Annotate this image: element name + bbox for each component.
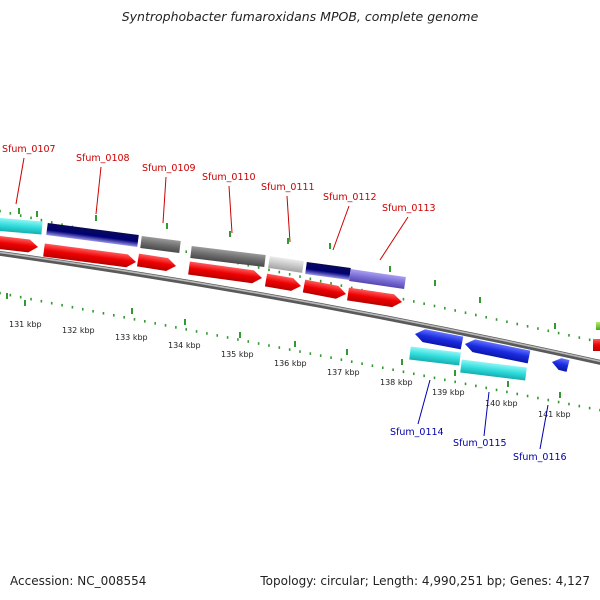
leader-line xyxy=(15,157,25,205)
major-tick xyxy=(389,266,391,272)
cds-arrow[interactable] xyxy=(43,243,137,269)
major-tick xyxy=(95,215,97,221)
gene-label-sfum-0116[interactable]: Sfum_0116 xyxy=(513,452,567,463)
cyan-feature-block[interactable] xyxy=(0,217,43,235)
gene-label-sfum-0112[interactable]: Sfum_0112 xyxy=(323,192,377,203)
scale-label: 141 kbp xyxy=(538,410,571,419)
major-tick xyxy=(18,208,20,214)
cds-arrow[interactable] xyxy=(347,287,403,309)
gene-label-sfum-0110[interactable]: Sfum_0110 xyxy=(202,172,256,183)
gene-label-sfum-0111[interactable]: Sfum_0111 xyxy=(261,182,315,193)
reverse-tick-track xyxy=(0,291,600,412)
map-title: Syntrophobacter fumaroxidans MPOB, compl… xyxy=(121,9,479,24)
scale-label: 138 kbp xyxy=(380,378,413,387)
gene-sfum-0111-block[interactable] xyxy=(268,256,304,273)
genome-backbone xyxy=(0,250,600,365)
edge-feature[interactable] xyxy=(593,339,600,351)
major-tick xyxy=(131,308,133,314)
major-tick xyxy=(329,243,331,249)
gene-label-sfum-0109[interactable]: Sfum_0109 xyxy=(142,163,196,174)
cds-arrow[interactable] xyxy=(264,273,302,293)
reverse-cds-arrow[interactable] xyxy=(551,356,570,372)
major-tick xyxy=(454,370,456,376)
cds-arrow[interactable] xyxy=(0,235,39,254)
cds-arrow[interactable] xyxy=(302,279,347,301)
major-tick xyxy=(287,238,289,244)
major-tick xyxy=(166,223,168,229)
major-tick xyxy=(6,293,8,299)
leader-line xyxy=(417,379,431,425)
leader-line xyxy=(95,166,102,215)
gene-sfum-0108-block[interactable] xyxy=(46,223,139,247)
major-tick xyxy=(434,280,436,286)
major-tick xyxy=(294,341,296,347)
major-tick xyxy=(184,319,186,325)
leader-line xyxy=(539,404,549,450)
leader-line xyxy=(332,205,350,251)
scale-label: 136 kbp xyxy=(274,359,307,368)
major-tick xyxy=(554,323,556,329)
scale-label: 140 kbp xyxy=(485,399,518,408)
accession-label: Accession: NC_008554 xyxy=(10,574,147,588)
reverse-cds-arrow[interactable] xyxy=(464,338,531,364)
scale-label: 139 kbp xyxy=(432,388,465,397)
gene-label-sfum-0115[interactable]: Sfum_0115 xyxy=(453,438,507,449)
scale-label: 134 kbp xyxy=(168,341,201,350)
gene-sfum-0113-block[interactable] xyxy=(349,269,406,289)
edge-feature[interactable] xyxy=(596,322,600,330)
major-tick xyxy=(239,332,241,338)
leader-line xyxy=(379,216,409,261)
major-tick xyxy=(346,349,348,355)
major-tick xyxy=(229,231,231,237)
cds-arrow[interactable] xyxy=(136,253,177,273)
gene-sfum-0110-block[interactable] xyxy=(190,246,266,267)
cds-arrow[interactable] xyxy=(188,261,263,285)
major-tick xyxy=(401,359,403,365)
major-tick xyxy=(479,297,481,303)
scale-label: 137 kbp xyxy=(327,368,360,377)
gene-sfum-0109-block[interactable] xyxy=(140,236,181,253)
genome-backbone-highlight xyxy=(0,251,600,363)
scale-label: 135 kbp xyxy=(221,350,254,359)
major-tick xyxy=(507,381,509,387)
gene-sfum-0112-block[interactable] xyxy=(305,262,351,280)
leader-line xyxy=(483,391,490,437)
leader-line xyxy=(228,185,233,234)
reverse-cds-arrow[interactable] xyxy=(414,328,464,350)
scale-label: 132 kbp xyxy=(62,326,95,335)
gene-label-sfum-0113[interactable]: Sfum_0113 xyxy=(382,203,436,214)
genome-summary: Topology: circular; Length: 4,990,251 bp… xyxy=(260,574,590,588)
scale-label: 133 kbp xyxy=(115,333,148,342)
major-tick xyxy=(24,300,26,306)
gene-label-sfum-0114[interactable]: Sfum_0114 xyxy=(390,427,444,438)
gene-sfum-0115-block[interactable] xyxy=(460,359,527,381)
leader-line xyxy=(286,195,291,243)
gene-label-sfum-0108[interactable]: Sfum_0108 xyxy=(76,153,130,164)
scale-label: 131 kbp xyxy=(9,320,42,329)
gene-sfum-0114-block[interactable] xyxy=(409,346,461,366)
major-tick xyxy=(559,392,561,398)
gene-label-sfum-0107[interactable]: Sfum_0107 xyxy=(2,144,56,155)
leader-line xyxy=(162,176,167,224)
major-tick xyxy=(36,211,38,217)
